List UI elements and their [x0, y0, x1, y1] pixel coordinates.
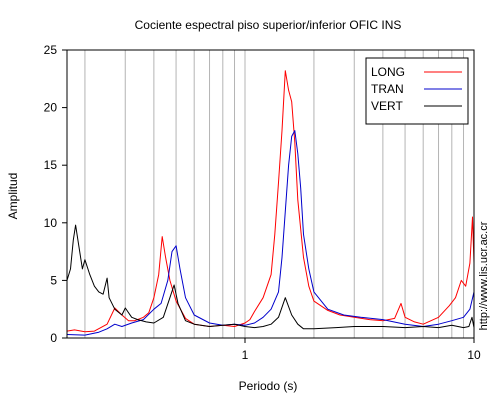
x-tick-label: 1: [242, 348, 249, 362]
y-tick-label: 0: [50, 331, 57, 345]
y-tick-label: 15: [44, 158, 58, 172]
series-line-tran: [66, 130, 475, 336]
y-tick-label: 25: [44, 43, 58, 57]
legend: LONG TRAN VERT: [365, 57, 469, 125]
x-tick-label: 10: [467, 348, 481, 362]
y-tick-label: 20: [44, 101, 58, 115]
series-lines: [66, 70, 475, 336]
y-tick-label: 10: [44, 216, 58, 230]
legend-label-long: LONG: [371, 65, 405, 79]
plot-frame: [66, 49, 475, 339]
y-axis-label: Amplitud: [6, 173, 20, 220]
x-axis-label: Periodo (s): [239, 379, 298, 393]
side-annotation: http://www.lis.ucr.ac.cr: [478, 221, 490, 330]
legend-box: [365, 57, 469, 125]
series-line-long: [66, 70, 475, 333]
series-line-vert: [66, 224, 475, 330]
y-tick-label: 5: [50, 273, 57, 287]
legend-label-vert: VERT: [371, 99, 403, 113]
chart-title: Cociente espectral piso superior/inferio…: [135, 18, 402, 32]
axis-ticks: 0 5 10 15 20 25 1 10: [44, 43, 481, 362]
legend-label-tran: TRAN: [371, 82, 404, 96]
